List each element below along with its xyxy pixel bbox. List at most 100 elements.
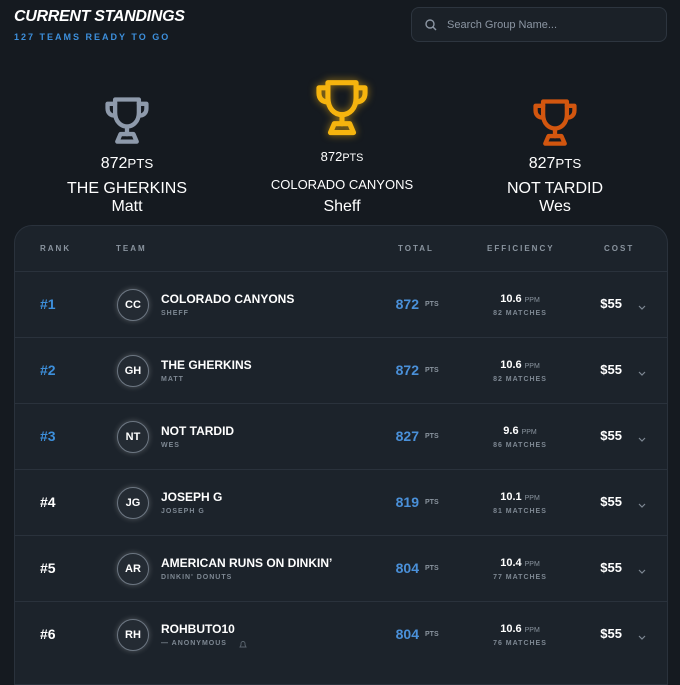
ppm-value: 10.4 [500, 557, 522, 569]
avatar: RH [117, 619, 149, 651]
efficiency: 10.6 PPM [465, 623, 575, 635]
table-row[interactable]: #5 AR AMERICAN RUNS ON DINKIN’ DINKIN' DONU… [15, 535, 667, 602]
ppm-value: 10.6 [500, 359, 522, 371]
column-header: RANK [40, 244, 72, 253]
expand-chevron[interactable] [637, 431, 647, 449]
cost: $55 [600, 296, 622, 311]
trophy-icon [528, 95, 582, 154]
team-name: ROHBUTO10 [161, 622, 235, 636]
owner-name: JOSEPH G [161, 508, 205, 515]
rank: #1 [40, 296, 56, 312]
points-unit: PTS [127, 156, 154, 171]
expand-chevron[interactable] [637, 365, 647, 383]
table-row[interactable]: #2 GH THE GHERKINS MATT 872 PTS 10.6 PPM 82 MATC… [15, 337, 667, 404]
ppm-value: 9.6 [503, 425, 519, 437]
trophy-icon [100, 93, 154, 152]
podium-owner: Wes [539, 198, 571, 215]
efficiency: 10.6 PPM [465, 293, 575, 305]
column-header: EFFICIENCY [487, 244, 555, 253]
avatar: CC [117, 289, 149, 321]
points-value: 872 [320, 149, 343, 164]
podium-points: 827PTS [445, 155, 665, 173]
points-unit: PTS [425, 301, 439, 308]
cost: $55 [600, 428, 622, 443]
ppm-unit: PPM [524, 297, 540, 304]
total-points: 872 [395, 362, 419, 378]
podium-owner: Matt [111, 198, 143, 215]
rank: #4 [40, 494, 56, 510]
ppm-unit: PPM [521, 429, 537, 436]
standings-table: RANK TEAM TOTAL EFFICIENCY COST #1 CC COLORADO … [14, 225, 668, 685]
search-icon [425, 19, 437, 31]
podium-points: 872PTS [17, 155, 237, 173]
points-value: 872 [100, 155, 128, 172]
search-placeholder: Search Group Name... [447, 19, 558, 31]
ppm-unit: PPM [524, 627, 540, 634]
efficiency: 10.6 PPM [465, 359, 575, 371]
matches: 76 MATCHES [493, 640, 547, 647]
rank: #5 [40, 560, 56, 576]
matches: 82 MATCHES [493, 310, 547, 317]
points-unit: PTS [425, 499, 439, 506]
ppm-unit: PPM [524, 363, 540, 370]
podium-points: 872PTS [232, 149, 452, 164]
points-unit: PTS [425, 433, 439, 440]
ppm-value: 10.6 [500, 293, 522, 305]
owner-name: WES [161, 442, 180, 449]
owner-name: SHEFF [161, 310, 189, 317]
cost: $55 [600, 494, 622, 509]
ppm-unit: PPM [524, 561, 540, 568]
owner-name: DINKIN' DONUTS [161, 574, 233, 581]
subtitle: 127 TEAMS READY TO GO [14, 32, 171, 42]
trophy-icon [310, 75, 374, 144]
bell-icon [239, 636, 247, 654]
points-unit: PTS [425, 631, 439, 638]
podium-team: THE GHERKINS [66, 180, 187, 197]
team-name: NOT TARDID [161, 424, 235, 438]
total-points: 804 [395, 626, 419, 642]
total-points: 804 [395, 560, 419, 576]
expand-chevron[interactable] [637, 497, 647, 515]
expand-chevron[interactable] [637, 563, 647, 581]
column-header: TOTAL [398, 244, 434, 253]
cost: $55 [600, 362, 622, 377]
expand-chevron[interactable] [637, 629, 647, 647]
matches: 81 MATCHES [493, 508, 547, 515]
ppm-unit: PPM [524, 495, 540, 502]
search-box[interactable]: Search Group Name... [411, 7, 667, 42]
column-header: COST [604, 244, 635, 253]
matches: 77 MATCHES [493, 574, 547, 581]
expand-chevron[interactable] [637, 299, 647, 317]
rank: #3 [40, 428, 56, 444]
points-unit: PTS [425, 367, 439, 374]
team-name: COLORADO CANYONS [161, 292, 295, 306]
cost: $55 [600, 626, 622, 641]
table-row[interactable]: #3 NT NOT TARDID WES 827 PTS 9.6 PPM 86 MATCHES $… [15, 403, 667, 470]
rank: #2 [40, 362, 56, 378]
title: CURRENT STANDINGS [14, 8, 185, 25]
efficiency: 10.1 PPM [465, 491, 575, 503]
avatar: NT [117, 421, 149, 453]
efficiency: 10.4 PPM [465, 557, 575, 569]
owner-name: MATT [161, 376, 184, 383]
table-row[interactable]: #4 JG JOSEPH G JOSEPH G 819 PTS 10.1 PPM 81 MATC… [15, 469, 667, 536]
avatar: JG [117, 487, 149, 519]
total-points: 872 [395, 296, 419, 312]
total-points: 827 [395, 428, 419, 444]
rank: #6 [40, 626, 56, 642]
owner-name: — ANONYMOUS [161, 640, 227, 647]
ppm-value: 10.6 [500, 623, 522, 635]
avatar: GH [117, 355, 149, 387]
table-row[interactable]: #6 RH ROHBUTO10 — ANONYMOUS 804 PTS 10.6 PPM 76 … [15, 601, 667, 668]
points-unit: PTS [342, 152, 364, 164]
podium-team: COLORADO CANYONS [270, 177, 414, 192]
points-unit: PTS [425, 565, 439, 572]
team-name: JOSEPH G [161, 490, 223, 504]
team-name: AMERICAN RUNS ON DINKIN’ [161, 556, 333, 570]
efficiency: 9.6 PPM [465, 425, 575, 437]
table-row[interactable]: #1 CC COLORADO CANYONS SHEFF 872 PTS 10.6 PPM 82… [15, 271, 667, 338]
points-value: 827 [528, 155, 556, 172]
ppm-value: 10.1 [500, 491, 522, 503]
matches: 82 MATCHES [493, 376, 547, 383]
points-unit: PTS [555, 156, 582, 171]
